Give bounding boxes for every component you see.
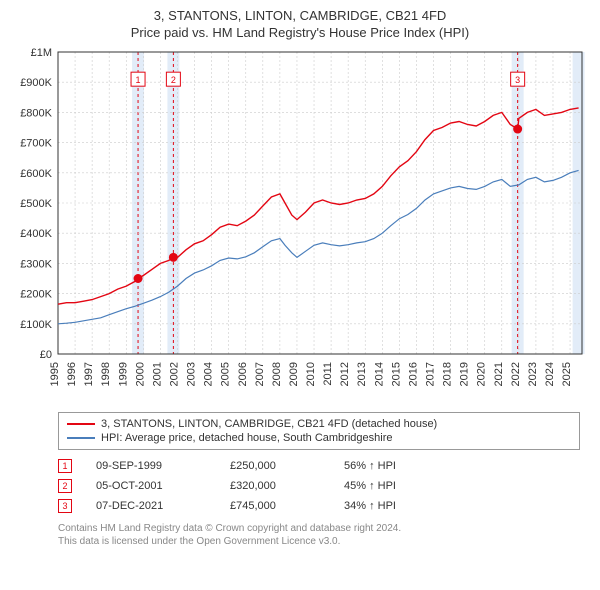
transaction-pct: 45% ↑ HPI bbox=[344, 480, 396, 492]
transaction-price: £320,000 bbox=[230, 480, 320, 492]
svg-text:2000: 2000 bbox=[134, 362, 146, 386]
svg-text:2015: 2015 bbox=[390, 362, 402, 386]
svg-text:2016: 2016 bbox=[407, 362, 419, 386]
svg-text:2008: 2008 bbox=[271, 362, 283, 386]
footer-line: This data is licensed under the Open Gov… bbox=[58, 535, 580, 548]
svg-text:2009: 2009 bbox=[288, 362, 300, 386]
svg-text:2020: 2020 bbox=[476, 362, 488, 386]
svg-text:£700K: £700K bbox=[20, 138, 52, 150]
svg-text:£1M: £1M bbox=[31, 47, 52, 59]
svg-text:1: 1 bbox=[136, 75, 141, 85]
svg-text:2011: 2011 bbox=[322, 362, 334, 386]
svg-text:3: 3 bbox=[515, 75, 520, 85]
legend-swatch bbox=[67, 423, 95, 425]
svg-text:£300K: £300K bbox=[20, 258, 52, 270]
transaction-badge: 1 bbox=[58, 459, 72, 473]
svg-text:£800K: £800K bbox=[20, 107, 52, 119]
svg-text:2022: 2022 bbox=[510, 362, 522, 386]
transaction-pct: 34% ↑ HPI bbox=[344, 500, 396, 512]
svg-text:2004: 2004 bbox=[203, 362, 215, 386]
chart-subtitle: Price paid vs. HM Land Registry's House … bbox=[10, 25, 590, 40]
svg-text:£100K: £100K bbox=[20, 319, 52, 331]
legend-row: 3, STANTONS, LINTON, CAMBRIDGE, CB21 4FD… bbox=[67, 417, 571, 431]
svg-text:2003: 2003 bbox=[186, 362, 198, 386]
legend-box: 3, STANTONS, LINTON, CAMBRIDGE, CB21 4FD… bbox=[58, 412, 580, 450]
svg-text:2014: 2014 bbox=[373, 362, 385, 386]
svg-text:2012: 2012 bbox=[339, 362, 351, 386]
footer-attribution: Contains HM Land Registry data © Crown c… bbox=[58, 522, 580, 548]
legend-label: 3, STANTONS, LINTON, CAMBRIDGE, CB21 4FD… bbox=[101, 418, 437, 430]
chart-area: £0 £100K £200K £300K £400K £500K £600K £700K £80… bbox=[10, 46, 590, 406]
transaction-badge: 3 bbox=[58, 499, 72, 513]
svg-text:2019: 2019 bbox=[459, 362, 471, 386]
svg-text:1996: 1996 bbox=[66, 362, 78, 386]
svg-text:£0: £0 bbox=[40, 349, 52, 361]
svg-text:£900K: £900K bbox=[20, 77, 52, 89]
svg-text:2024: 2024 bbox=[544, 362, 556, 386]
svg-text:£600K: £600K bbox=[20, 168, 52, 180]
svg-text:£500K: £500K bbox=[20, 198, 52, 210]
line-chart: £0 £100K £200K £300K £400K £500K £600K £700K £80… bbox=[10, 46, 590, 406]
svg-text:2018: 2018 bbox=[442, 362, 454, 386]
chart-title: 3, STANTONS, LINTON, CAMBRIDGE, CB21 4FD bbox=[10, 8, 590, 23]
svg-text:2025: 2025 bbox=[561, 362, 573, 386]
svg-text:1997: 1997 bbox=[83, 362, 95, 386]
transaction-row: 1 09-SEP-1999 £250,000 56% ↑ HPI bbox=[58, 456, 580, 476]
svg-text:2: 2 bbox=[171, 75, 176, 85]
transaction-price: £745,000 bbox=[230, 500, 320, 512]
transaction-date: 05-OCT-2001 bbox=[96, 480, 206, 492]
svg-text:£200K: £200K bbox=[20, 289, 52, 301]
svg-text:2013: 2013 bbox=[356, 362, 368, 386]
svg-text:1995: 1995 bbox=[49, 362, 61, 386]
svg-text:2002: 2002 bbox=[168, 362, 180, 386]
svg-text:2001: 2001 bbox=[151, 362, 163, 386]
svg-text:1998: 1998 bbox=[100, 362, 112, 386]
transaction-pct: 56% ↑ HPI bbox=[344, 460, 396, 472]
svg-text:2017: 2017 bbox=[425, 362, 437, 386]
legend-row: HPI: Average price, detached house, Sout… bbox=[67, 431, 571, 445]
svg-text:£400K: £400K bbox=[20, 228, 52, 240]
transaction-row: 3 07-DEC-2021 £745,000 34% ↑ HPI bbox=[58, 496, 580, 516]
legend-swatch bbox=[67, 437, 95, 439]
svg-text:1999: 1999 bbox=[117, 362, 129, 386]
transaction-date: 07-DEC-2021 bbox=[96, 500, 206, 512]
svg-text:2010: 2010 bbox=[305, 362, 317, 386]
svg-text:2021: 2021 bbox=[493, 362, 505, 386]
transaction-price: £250,000 bbox=[230, 460, 320, 472]
transaction-badge: 2 bbox=[58, 479, 72, 493]
legend-label: HPI: Average price, detached house, Sout… bbox=[101, 432, 392, 444]
svg-text:2023: 2023 bbox=[527, 362, 539, 386]
transaction-date: 09-SEP-1999 bbox=[96, 460, 206, 472]
svg-text:2007: 2007 bbox=[254, 362, 266, 386]
transaction-row: 2 05-OCT-2001 £320,000 45% ↑ HPI bbox=[58, 476, 580, 496]
svg-text:2005: 2005 bbox=[220, 362, 232, 386]
transactions-table: 1 09-SEP-1999 £250,000 56% ↑ HPI 2 05-OCT-200… bbox=[58, 456, 580, 516]
footer-line: Contains HM Land Registry data © Crown c… bbox=[58, 522, 580, 535]
svg-text:2006: 2006 bbox=[237, 362, 249, 386]
page-container: 3, STANTONS, LINTON, CAMBRIDGE, CB21 4FD… bbox=[0, 0, 600, 590]
